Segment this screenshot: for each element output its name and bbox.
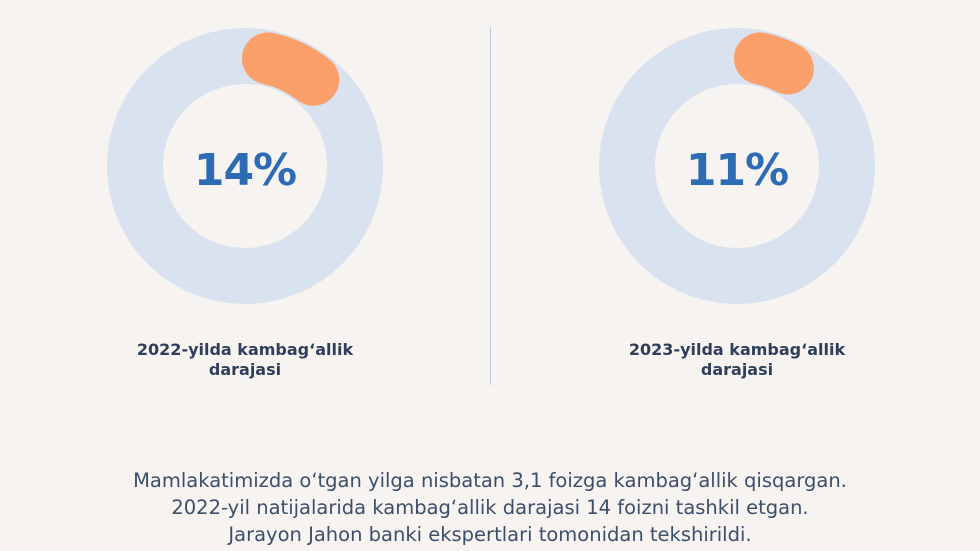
donut-svg-2023 <box>599 28 875 304</box>
donut-value-label: 11% <box>685 145 789 196</box>
chart-panel-2022: 14% 2022-yilda kambag‘allik darajasi <box>106 27 384 380</box>
panel-divider <box>490 27 491 385</box>
donut-caption: 2022-yilda kambag‘allik darajasi <box>106 340 384 380</box>
footer-text: Mamlakatimizda o‘tgan yilga nisbatan 3,1… <box>0 467 980 548</box>
donut-chart-2022: 14% <box>106 27 384 305</box>
donut-svg-2022 <box>107 28 383 304</box>
donut-highlight-slice <box>733 32 814 95</box>
footer-line: Mamlakatimizda o‘tgan yilga nisbatan 3,1… <box>133 469 847 492</box>
caption-line: darajasi <box>208 360 282 379</box>
donut-value-label: 14% <box>193 145 297 196</box>
footer-line: Jarayon Jahon banki ekspertlari tomonida… <box>228 523 752 546</box>
footer-line: 2022-yil natijalarida kambag‘allik daraj… <box>171 496 809 519</box>
donut-chart-2023: 11% <box>598 27 876 305</box>
donut-highlight-slice <box>241 32 340 106</box>
chart-panel-2023: 11% 2023-yilda kambag‘allik darajasi <box>490 0 980 551</box>
caption-line: 2023-yilda kambag‘allik <box>628 340 846 359</box>
caption-line: 2022-yilda kambag‘allik <box>136 340 354 359</box>
caption-line: darajasi <box>700 360 774 379</box>
donut-caption: 2023-yilda kambag‘allik darajasi <box>598 340 876 380</box>
